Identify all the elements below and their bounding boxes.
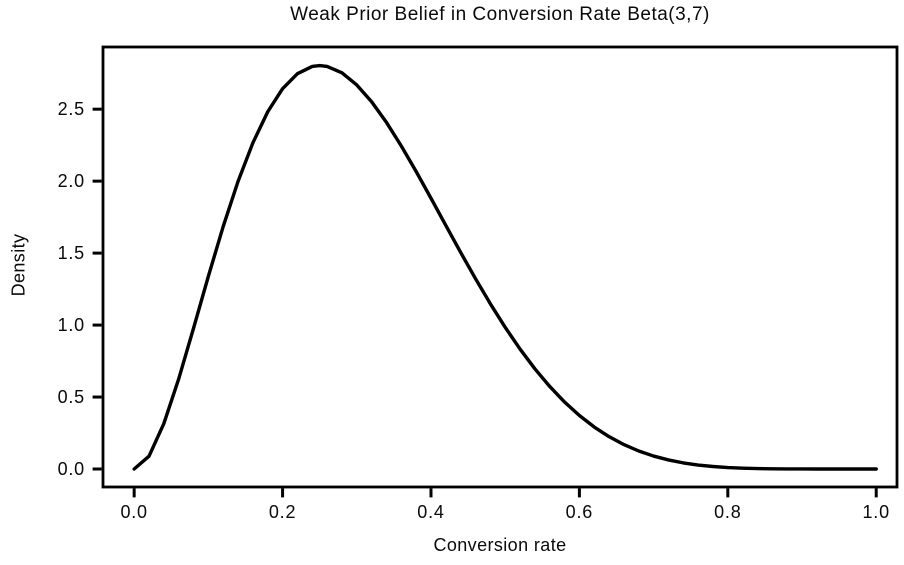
x-axis-label: Conversion rate (433, 535, 567, 555)
x-tick-label: 0.8 (714, 502, 742, 522)
density-curve (132, 63, 878, 471)
y-tick-label: 0.5 (57, 387, 85, 408)
y-tick-label: 2.0 (57, 171, 85, 192)
y-tick-label: 1.5 (57, 243, 85, 264)
y-tick-label: 2.5 (57, 99, 85, 120)
plot-border (101, 45, 899, 489)
chart-title: Weak Prior Belief in Conversion Rate Bet… (290, 4, 710, 25)
x-tick-label: 1.0 (862, 502, 890, 522)
y-tick-label: 0.0 (57, 459, 85, 479)
y-axis-label: Density (8, 233, 29, 297)
y-tick-label: 1.0 (57, 315, 85, 336)
x-tick-label: 0.0 (120, 502, 148, 522)
x-tick-label: 0.6 (565, 502, 594, 522)
x-tick-label: 0.4 (417, 502, 445, 522)
x-tick-label: 0.2 (268, 502, 297, 522)
